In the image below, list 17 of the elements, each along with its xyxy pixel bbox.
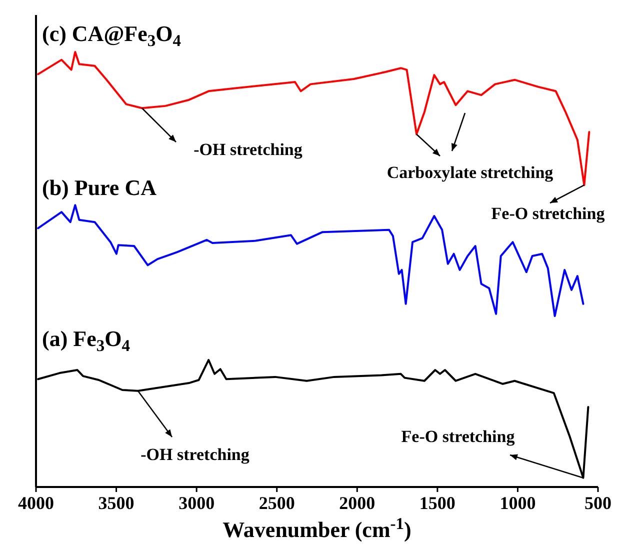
series-label: (c) CA@Fe$_{3}$O$_{4}$	[42, 21, 181, 50]
annotation: -OH stretching	[194, 140, 303, 159]
annotation: Fe-O stretching	[491, 204, 606, 223]
series-label: (a) Fe$_{3}$O$_{4}$	[42, 326, 130, 356]
x-tick-label: 3500	[98, 493, 134, 513]
annotation: Fe-O stretching	[401, 427, 516, 446]
series-label: (b) Pure CA	[42, 175, 157, 200]
x-tick-label: 3000	[178, 493, 215, 513]
x-axis-title: Wavenumber (cm$^{-1}$)	[222, 514, 412, 542]
annotation: -OH stretching	[140, 445, 250, 464]
x-tick-label: 500	[584, 493, 612, 513]
x-tick-label: 2500	[258, 493, 295, 513]
x-tick-label: 1000	[500, 493, 536, 513]
x-tick-label: 2000	[339, 493, 376, 513]
annotation: Carboxylate stretching	[386, 163, 554, 182]
x-tick-label: 1500	[419, 493, 456, 513]
x-tick-label: 4000	[18, 493, 54, 513]
